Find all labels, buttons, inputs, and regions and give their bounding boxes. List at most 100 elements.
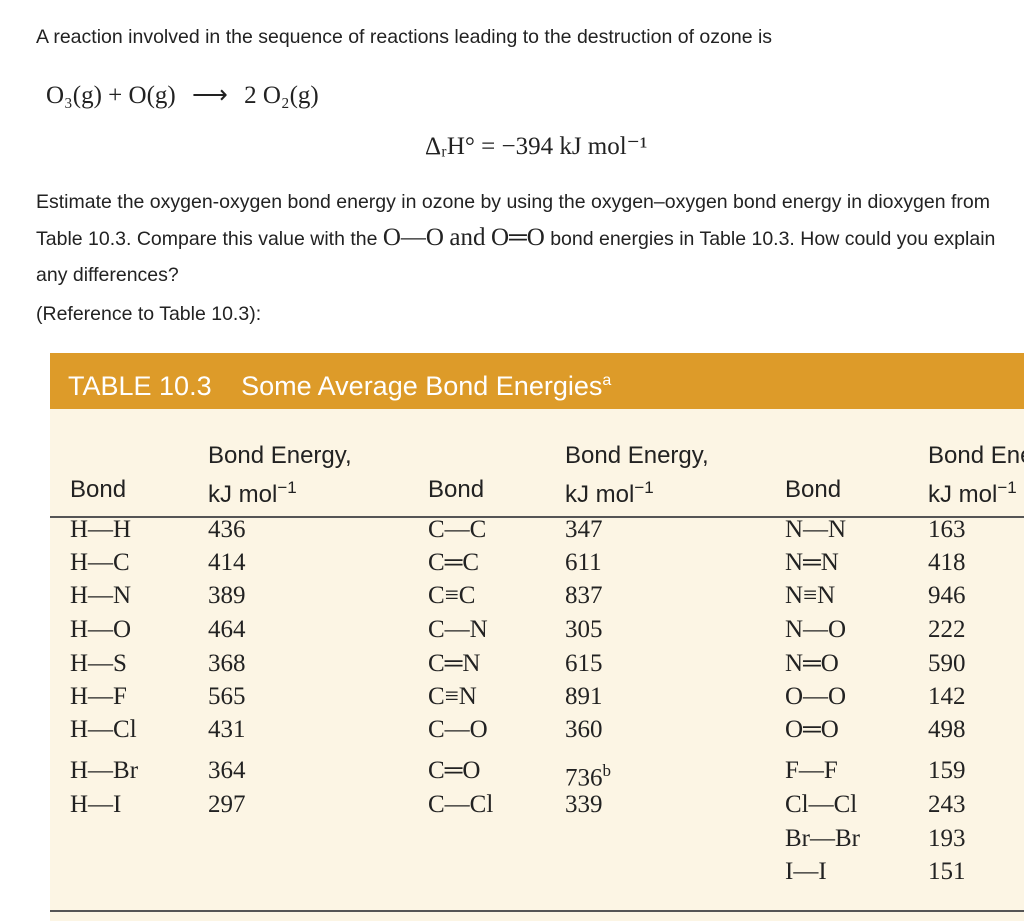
energy-cell: 222 — [928, 615, 966, 645]
footnote-mark: a — [602, 372, 612, 389]
unit: kJ mol — [928, 481, 998, 508]
energy-value: 418 — [928, 549, 966, 576]
column-header: Bond — [428, 476, 485, 503]
bond-cell: N═N — [785, 549, 839, 576]
unit: kJ mol — [565, 481, 635, 508]
bond-cell: O═O — [785, 716, 839, 743]
bond-cell: Br—Br — [785, 825, 860, 852]
energy-cell: 364 — [208, 756, 246, 786]
energy-value: 368 — [208, 650, 246, 677]
text: Estimate the oxygen-oxygen bond energy i… — [36, 191, 990, 250]
column-header: Bond Energy, — [565, 442, 709, 469]
unit: kJ mol — [208, 481, 278, 508]
footnote-mark: b — [602, 761, 612, 780]
bond-symbol: O—O — [382, 224, 444, 251]
bond-cell: C═C — [428, 549, 480, 576]
text: bond energies in Table 10.3. How could y… — [36, 228, 996, 286]
bond-cell: F—F — [785, 757, 838, 784]
column-header: Bond — [70, 476, 127, 503]
question-text: Estimate the oxygen-oxygen bond energy i… — [36, 184, 996, 293]
intro: A reaction involved in the sequence of r… — [36, 26, 773, 48]
energy-cell: 142 — [928, 682, 966, 712]
unit-exponent: −1 — [277, 478, 297, 497]
column-header: kJ mol−1 — [565, 473, 654, 510]
energy-cell: 736b — [565, 756, 611, 793]
energy-cell: 193 — [928, 824, 966, 854]
energy-value: 151 — [928, 858, 966, 885]
bond-cell: H—I — [70, 791, 122, 818]
equation-arrow: ⟶ — [191, 82, 228, 109]
column-header: Bond Energy, — [928, 442, 1024, 469]
bond-cell: N—O — [785, 616, 847, 643]
bond-cell: H—Br — [70, 757, 139, 784]
bond-cell: H—O — [70, 616, 132, 643]
table-caption: TABLE 10.3 Some Average Bond Energiesa — [50, 353, 1024, 409]
energy-value: 837 — [565, 582, 603, 609]
energy-value: 414 — [208, 549, 246, 576]
energy-cell: 414 — [208, 548, 246, 578]
energy-value: 243 — [928, 791, 966, 818]
table-title: Some Average Bond Energies — [241, 371, 603, 401]
energy-cell: 611 — [565, 548, 602, 578]
energy-cell: 891 — [565, 682, 603, 712]
energy-value: 611 — [565, 549, 602, 576]
energy-cell: 498 — [928, 715, 966, 745]
bond-cell: O—O — [785, 683, 847, 710]
bond-cell: N═O — [785, 650, 839, 677]
energy-value: 431 — [208, 716, 246, 743]
energy-value: 222 — [928, 616, 966, 643]
energy-cell: 339 — [565, 790, 603, 820]
column-header: kJ mol−1 — [208, 473, 297, 510]
energy-value: 615 — [565, 650, 603, 677]
energy-cell: 297 — [208, 790, 246, 820]
enthalpy: ΔᵣH° = −394 kJ mol⁻¹ — [425, 133, 648, 160]
bond-cell: H—S — [70, 650, 127, 677]
energy-value: 142 — [928, 683, 966, 710]
bond-cell: H—H — [70, 516, 132, 543]
energy-cell: 590 — [928, 649, 966, 679]
column-header: kJ mol−1 — [928, 473, 1017, 510]
bond-cell: C═N — [428, 650, 481, 677]
energy-value: 891 — [565, 683, 603, 710]
bond-cell: H—C — [70, 549, 130, 576]
energy-value: 498 — [928, 716, 966, 743]
energy-value: 297 — [208, 791, 246, 818]
unit-exponent: −1 — [634, 478, 654, 497]
energy-cell: 368 — [208, 649, 246, 679]
bond-table: TABLE 10.3 Some Average Bond Energiesa B… — [50, 353, 1024, 921]
bond-cell: C—C — [428, 516, 487, 543]
energy-value: 389 — [208, 582, 246, 609]
bond-cell: H—F — [70, 683, 127, 710]
energy-cell: 431 — [208, 715, 246, 745]
unit-exponent: −1 — [997, 478, 1017, 497]
energy-value: 163 — [928, 516, 966, 543]
energy-value: 565 — [208, 683, 246, 710]
reference: (Reference to Table 10.3): — [36, 303, 262, 325]
equation-rhs: 2 O₂(g) — [244, 82, 319, 109]
energy-cell: 436 — [208, 515, 246, 545]
energy-value: 360 — [565, 716, 603, 743]
rule — [50, 516, 1024, 518]
bond-cell: C—Cl — [428, 791, 494, 818]
bond-cell: C—O — [428, 716, 488, 743]
energy-value: 364 — [208, 757, 246, 784]
bond-symbol: O═O — [490, 224, 545, 251]
column-header: Bond Energy, — [208, 442, 352, 469]
energy-value: 159 — [928, 757, 966, 784]
text: and — [449, 224, 486, 251]
bond-cell: I—I — [785, 858, 827, 885]
energy-cell: 615 — [565, 649, 603, 679]
energy-cell: 946 — [928, 581, 966, 611]
bond-cell: Cl—Cl — [785, 791, 858, 818]
table-label: TABLE 10.3 — [68, 371, 212, 401]
energy-cell: 565 — [208, 682, 246, 712]
equation-lhs: O₃(g) + O(g) — [46, 82, 176, 109]
energy-cell: 360 — [565, 715, 603, 745]
energy-cell: 418 — [928, 548, 966, 578]
energy-value: 193 — [928, 825, 966, 852]
bond-cell: C≡N — [428, 683, 477, 710]
energy-cell: 163 — [928, 515, 966, 545]
bond-cell: N—N — [785, 516, 847, 543]
energy-value: 590 — [928, 650, 966, 677]
